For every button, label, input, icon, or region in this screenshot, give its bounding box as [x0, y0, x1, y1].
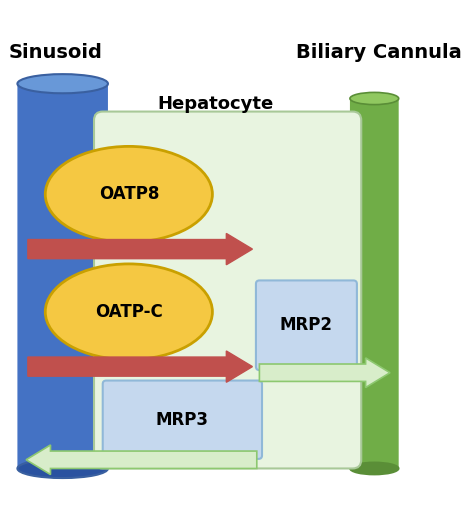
- FancyArrow shape: [259, 358, 390, 387]
- Text: Sinusoid: Sinusoid: [9, 43, 102, 62]
- FancyBboxPatch shape: [18, 84, 108, 468]
- Text: MRP2: MRP2: [280, 317, 333, 334]
- FancyBboxPatch shape: [103, 381, 262, 459]
- Ellipse shape: [350, 92, 399, 105]
- FancyArrow shape: [26, 445, 257, 475]
- Text: OATP8: OATP8: [99, 185, 159, 203]
- Ellipse shape: [18, 459, 108, 478]
- FancyArrow shape: [28, 351, 253, 382]
- Ellipse shape: [350, 462, 399, 475]
- Text: MRP3: MRP3: [156, 411, 209, 429]
- FancyBboxPatch shape: [350, 98, 399, 468]
- Ellipse shape: [45, 264, 212, 360]
- FancyBboxPatch shape: [94, 111, 361, 468]
- Ellipse shape: [18, 74, 108, 93]
- Text: Hepatocyte: Hepatocyte: [157, 95, 273, 113]
- Text: OATP-C: OATP-C: [95, 303, 163, 321]
- Ellipse shape: [45, 146, 212, 242]
- FancyArrow shape: [28, 233, 253, 265]
- FancyBboxPatch shape: [256, 281, 357, 370]
- Text: Biliary Cannula: Biliary Cannula: [296, 43, 462, 62]
